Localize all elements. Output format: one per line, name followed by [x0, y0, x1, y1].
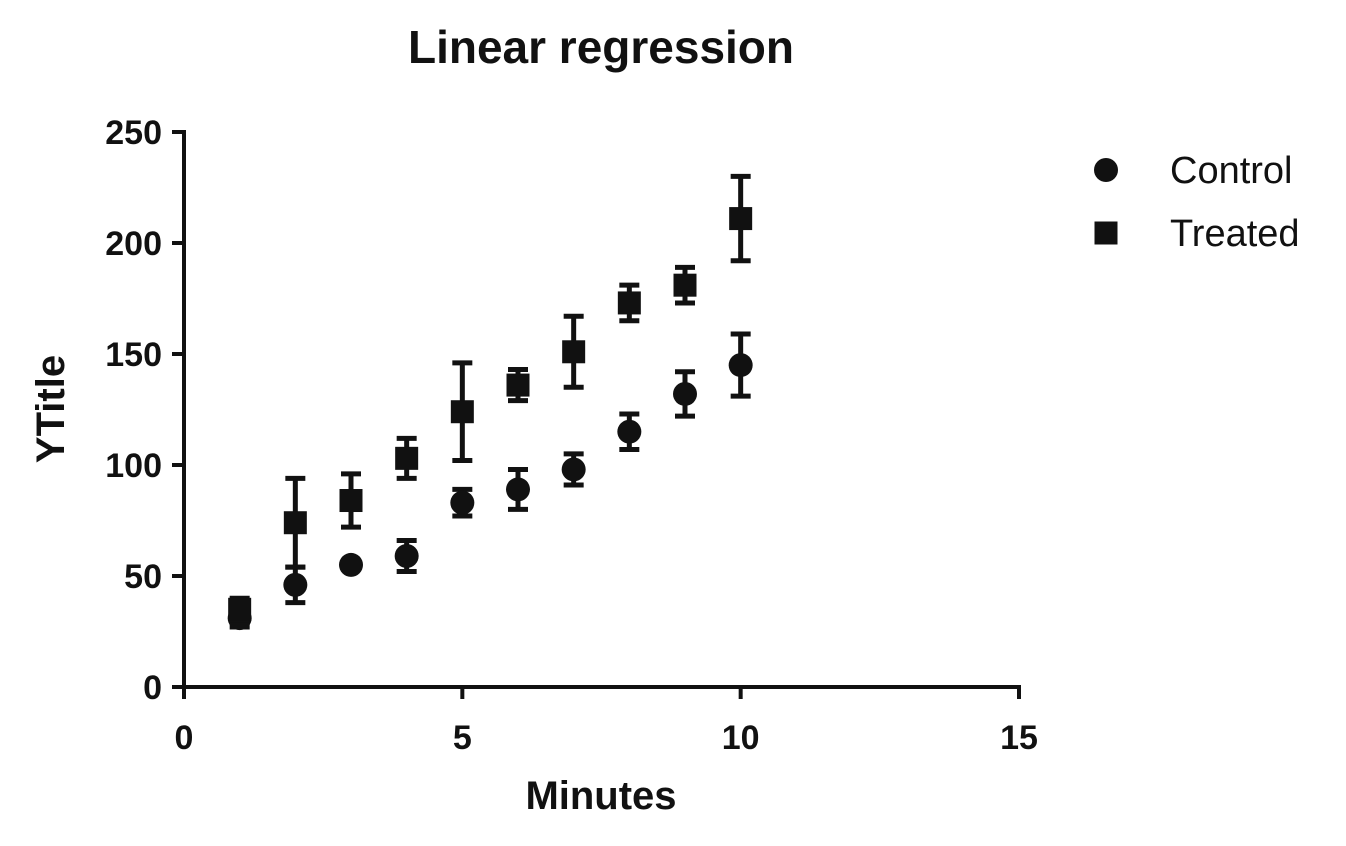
x-tick-label: 15	[1000, 719, 1038, 757]
legend-label: Control	[1170, 150, 1293, 192]
legend-marker	[1094, 158, 1118, 182]
data-point-control	[673, 381, 697, 406]
y-tick-label: 250	[105, 114, 162, 152]
legend-label: Treated	[1170, 213, 1300, 255]
data-point-treated	[228, 597, 252, 621]
axes	[172, 130, 1021, 699]
data-point-treated	[617, 291, 641, 315]
y-tick-label: 0	[143, 669, 162, 707]
legend: Control Treated	[1094, 150, 1300, 255]
data-point-treated	[729, 207, 753, 231]
tick-labels: 0 50 100 150 200 250 0 5 10 15	[105, 114, 1038, 757]
data-point-control	[728, 353, 753, 378]
data-point-treated	[562, 340, 586, 364]
y-tick-label: 50	[124, 558, 162, 596]
data-point-treated	[395, 446, 419, 470]
data-point-control	[394, 544, 419, 569]
y-tick-label: 150	[105, 336, 162, 374]
data-point-control	[339, 552, 363, 577]
y-axis-label: YTitle	[29, 355, 73, 463]
data-point-control	[450, 490, 475, 515]
legend-item-treated: Treated	[1094, 213, 1300, 255]
x-tick-label: 10	[722, 719, 760, 757]
data-point-treated	[450, 400, 474, 424]
x-axis-label: Minutes	[525, 774, 676, 818]
series-treated	[228, 173, 753, 623]
y-tick-label: 100	[105, 447, 162, 485]
x-tick-label: 0	[175, 719, 194, 757]
data-point-control	[283, 572, 308, 597]
plot-area	[227, 173, 753, 631]
legend-item-control: Control	[1094, 150, 1293, 192]
series-control	[227, 331, 753, 631]
data-point-treated	[673, 273, 697, 297]
data-point-treated	[506, 373, 530, 397]
chart-title: Linear regression	[408, 21, 794, 73]
data-point-control	[506, 477, 530, 502]
x-tick-label: 5	[453, 719, 472, 757]
data-point-treated	[339, 489, 363, 513]
legend-marker	[1094, 221, 1118, 245]
data-point-control	[617, 419, 642, 444]
data-point-control	[561, 457, 586, 482]
y-tick-label: 200	[105, 225, 162, 263]
data-point-treated	[283, 511, 307, 535]
